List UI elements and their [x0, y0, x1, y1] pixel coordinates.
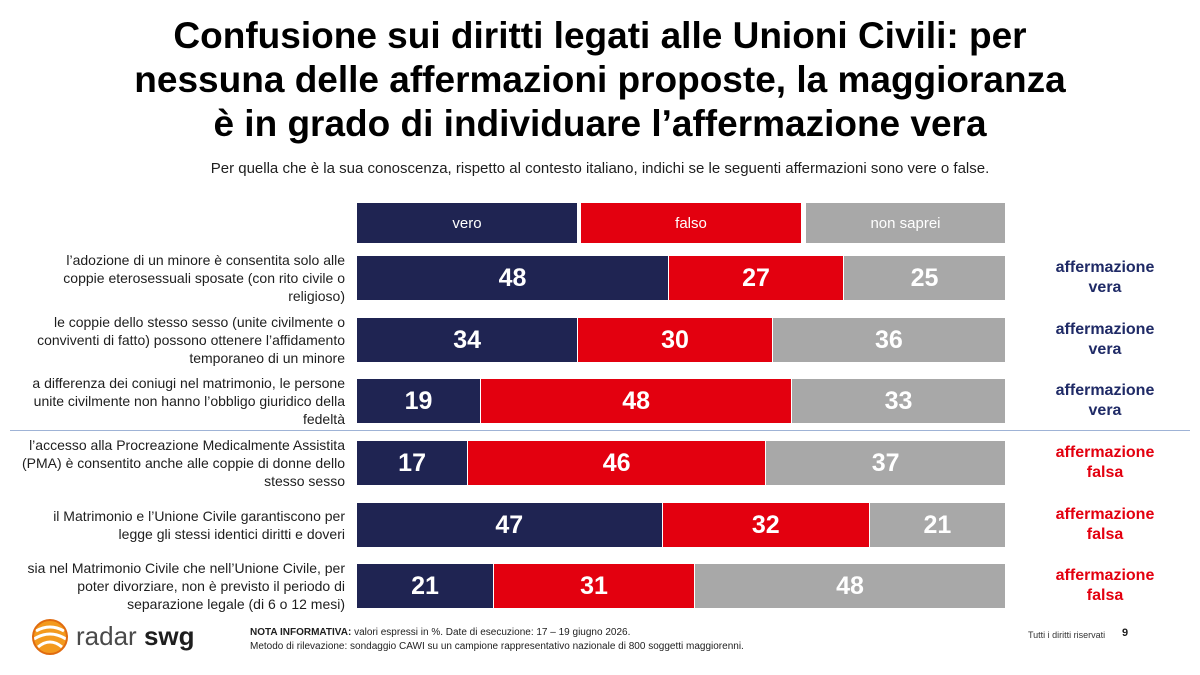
bar-vero: 17 [357, 441, 468, 485]
section-divider [10, 430, 1190, 431]
radar-swg-logo: radar swg [30, 617, 230, 657]
bar-non-saprei: 21 [868, 503, 1005, 547]
legend-non-saprei: non saprei [806, 203, 1005, 243]
bar-falso: 32 [661, 503, 869, 547]
logo-wordmark: radar swg [76, 621, 195, 651]
bar-vero: 47 [357, 503, 662, 547]
row-label: l’accesso alla Procreazione Medicalmente… [22, 437, 345, 489]
bar-non-saprei: 37 [765, 441, 1005, 485]
bar-falso: 31 [493, 564, 694, 608]
page-title: Confusione sui diritti legati alle Union… [20, 14, 1180, 146]
title-line-2: nessuna delle affermazioni proposte, la … [134, 59, 1066, 100]
bar-falso: 48 [480, 379, 792, 423]
note-label: NOTA INFORMATIVA: [250, 627, 352, 638]
row-label: l’adozione di un minore è consentita sol… [63, 252, 345, 304]
note-line-2: Metodo di rilevazione: sondaggio CAWI su… [250, 641, 744, 652]
bar-vero: 48 [357, 256, 669, 300]
verdict-label: affermazione falsa [1055, 444, 1155, 481]
title-line-3: è in grado di individuare l’affermazione… [213, 103, 987, 144]
verdict-label: affermazione falsa [1055, 506, 1155, 543]
bar-falso: 46 [467, 441, 766, 485]
page-subtitle: Per quella che è la sua conoscenza, risp… [210, 160, 990, 177]
verdict-label: affermazione falsa [1055, 567, 1155, 604]
bar-falso: 27 [668, 256, 843, 300]
verdict-label: affermazione vera [1055, 382, 1155, 419]
methodology-note: NOTA INFORMATIVA: valori espressi in %. … [250, 626, 744, 654]
bar-vero: 34 [357, 318, 578, 362]
row-label: a differenza dei coniugi nel matrimonio,… [32, 375, 345, 427]
verdict-label: affermazione vera [1055, 259, 1155, 296]
title-line-1: Confusione sui diritti legati alle Union… [173, 15, 1027, 56]
bar-falso: 30 [577, 318, 772, 362]
verdict-label: affermazione vera [1055, 321, 1155, 358]
bar-vero: 21 [357, 564, 494, 608]
bar-non-saprei: 48 [693, 564, 1005, 608]
note-line-1: valori espressi in %. Date di esecuzione… [354, 627, 631, 638]
radar-globe-icon [32, 619, 68, 655]
bar-non-saprei: 33 [791, 379, 1005, 423]
row-label: le coppie dello stesso sesso (unite civi… [37, 314, 345, 366]
legend-falso: falso [581, 203, 801, 243]
row-label: il Matrimonio e l’Unione Civile garantis… [53, 508, 345, 542]
row-label: sia nel Matrimonio Civile che nell’Union… [27, 560, 345, 612]
page-number: 9 [1122, 627, 1129, 639]
bar-vero: 19 [357, 379, 481, 423]
bar-non-saprei: 25 [843, 256, 1005, 300]
rights-text: Tutti i diritti riservati [1028, 630, 1106, 640]
bar-non-saprei: 36 [771, 318, 1005, 362]
legend-vero: vero [357, 203, 577, 243]
